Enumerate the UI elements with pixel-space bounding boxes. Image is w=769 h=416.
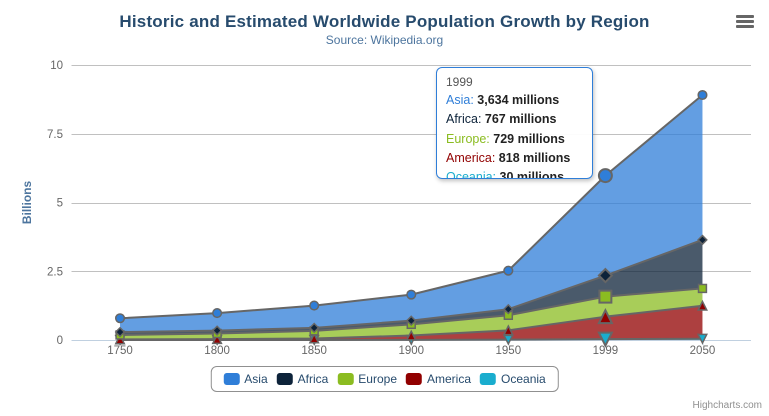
hamburger-icon [736,25,754,28]
legend-swatch-icon [480,373,497,385]
marker-america-1800[interactable] [211,333,223,345]
tooltip-value: 767 millions [484,112,557,127]
legend-swatch-icon [406,373,423,385]
tooltip-row: America: 818 millions [446,149,583,168]
y-axis-label: 0 [57,335,63,347]
marker-oceania-1999[interactable] [597,331,614,348]
area-america[interactable] [120,305,703,340]
legend-item-europe[interactable]: Europe [337,372,397,386]
tooltip-value: 729 millions [493,131,565,146]
marker-africa-1750[interactable] [114,326,126,338]
y-axis-label: 5 [57,198,63,210]
legend-item-america[interactable]: America [406,372,471,386]
legend-item-label: Africa [297,372,329,386]
legend-item-label: Asia [244,372,268,386]
tooltip-header: 1999 [446,75,473,89]
legend-item-oceania[interactable]: Oceania [480,372,546,386]
tooltip-series-name: Asia: [446,93,478,107]
marker-america-1950[interactable] [502,324,514,336]
x-axis-label: 1800 [204,345,230,357]
marker-africa-2050[interactable] [697,234,708,246]
tooltip-series-name: America: [446,150,499,165]
chart-title: Historic and Estimated Worldwide Populat… [119,12,650,31]
area-asia[interactable] [120,95,703,333]
marker-america-1999[interactable] [597,307,614,325]
tooltip-row: Africa: 767 millions [446,110,583,129]
hamburger-icon [736,15,754,18]
x-axis-label: 1999 [593,345,619,357]
tooltip: 1999 Asia: 3,634 millions Africa: 767 mil… [436,67,593,179]
tooltip-series-name: Europe: [446,131,494,146]
marker-africa-1800[interactable] [211,325,223,336]
tooltip-series-name: Oceania: [446,170,500,179]
marker-america-2050[interactable] [696,299,708,311]
x-axis-label: 2050 [690,345,716,357]
marker-europe-2050[interactable] [697,283,708,294]
marker-america-1850[interactable] [308,332,320,344]
marker-america-1900[interactable] [405,329,417,341]
y-axis-label: 2.5 [47,266,63,278]
y-axis-title: Billions [20,181,34,225]
legend-swatch-icon [337,373,354,385]
legend: Asia Africa Europe America Oceania [210,366,559,392]
legend-item-label: Europe [358,372,398,386]
marker-oceania-2050[interactable] [696,333,708,345]
marker-asia-1999[interactable] [597,168,613,184]
tooltip-value: 30 millions [499,170,565,179]
tooltip-value: 818 millions [498,150,571,165]
tooltip-row: Asia: 3,634 millions [446,91,583,110]
marker-europe-1999[interactable] [598,289,613,304]
marker-asia-2050[interactable] [697,89,708,101]
tooltip-rows: Asia: 3,634 millions Africa: 767 millions… [446,91,583,179]
x-axis-label: 1850 [301,345,327,357]
marker-africa-1950[interactable] [502,303,514,315]
credits-link[interactable]: Highcharts.com [692,400,762,411]
x-axis-label: 1950 [496,345,522,357]
x-axis-label: 1900 [398,345,424,357]
marker-asia-1950[interactable] [503,265,514,276]
marker-asia-1900[interactable] [406,289,417,300]
marker-asia-1750[interactable] [114,313,126,324]
marker-asia-1850[interactable] [309,300,320,311]
legend-item-asia[interactable]: Asia [223,372,268,386]
marker-africa-1900[interactable] [405,315,417,327]
y-axis-label: 10 [50,60,63,72]
export-menu-button[interactable] [736,15,754,28]
y-axis-label: 7.5 [47,129,63,141]
tooltip-row: Europe: 729 millions [446,130,583,149]
hamburger-icon [736,20,754,23]
tooltip-value: 3,634 millions [477,93,560,107]
legend-swatch-icon [223,373,240,385]
legend-item-label: Oceania [501,372,546,386]
tooltip-series-name: Africa: [446,112,485,127]
chart-subtitle: Source: Wikipedia.org [325,33,444,47]
marker-africa-1999[interactable] [597,267,614,284]
x-axis-label: 1750 [107,345,133,357]
tooltip-row: Oceania: 30 millions [446,168,583,179]
marker-asia-1800[interactable] [212,308,223,319]
legend-swatch-icon [276,373,293,385]
legend-item-africa[interactable]: Africa [276,372,329,386]
legend-item-label: America [427,372,472,386]
area-africa[interactable] [120,239,703,335]
marker-africa-1850[interactable] [308,322,320,334]
